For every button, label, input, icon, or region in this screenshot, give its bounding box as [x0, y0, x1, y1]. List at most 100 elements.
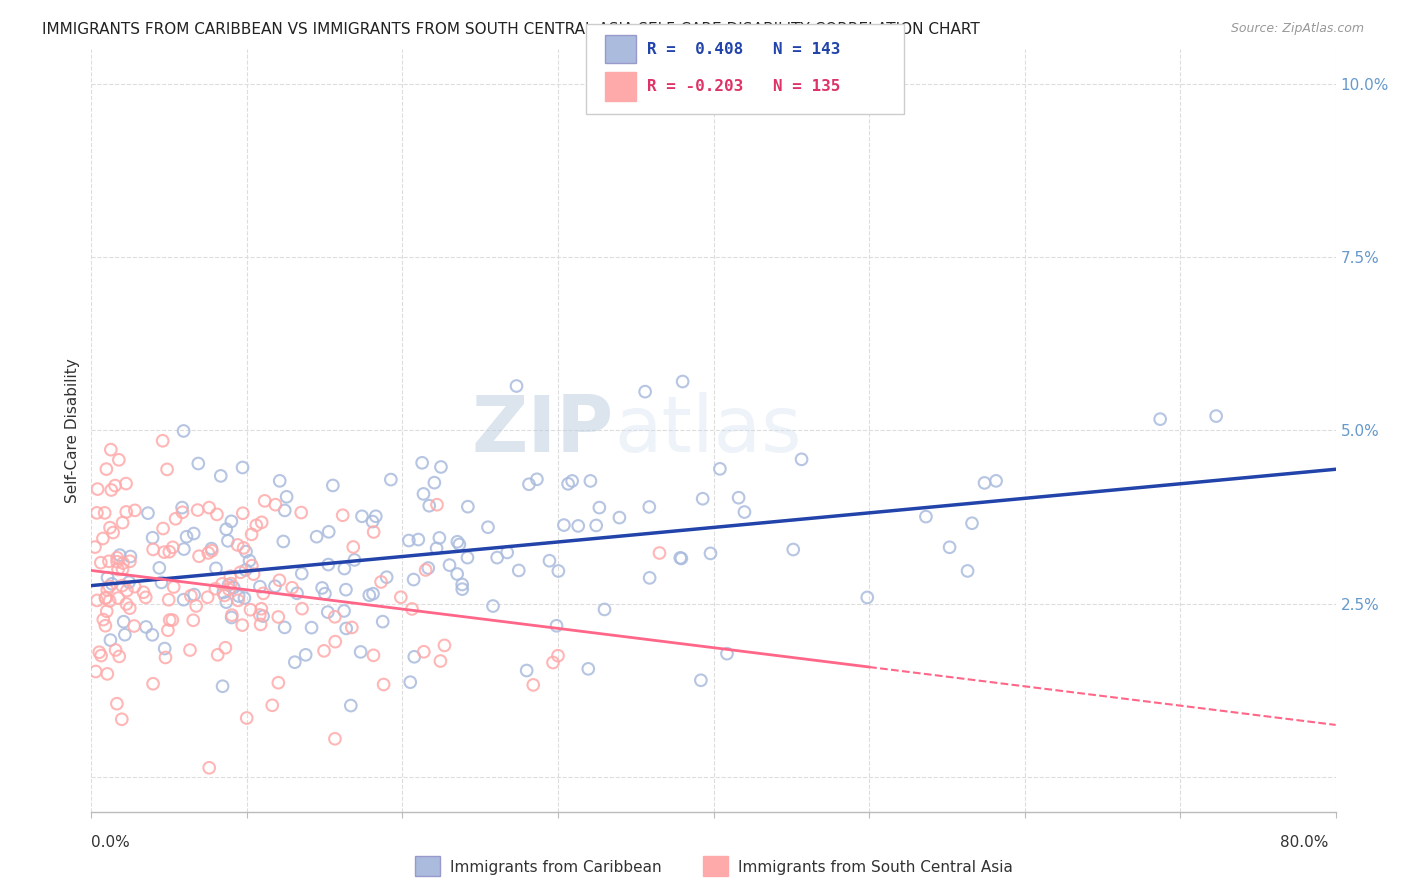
Text: N = 135: N = 135 [773, 79, 841, 94]
Point [132, 585, 155, 599]
Point [200, 541, 222, 556]
Point [218, 582, 240, 597]
Point [94, 618, 117, 632]
Point [516, 664, 538, 678]
Point [546, 619, 568, 633]
Point [100, 483, 122, 497]
Point [84, 665, 107, 679]
Point [412, 487, 434, 501]
Point [716, 647, 738, 661]
Point [984, 474, 1007, 488]
Point [264, 579, 287, 593]
Point [433, 639, 456, 653]
Point [412, 645, 434, 659]
Point [233, 591, 256, 605]
Point [505, 379, 527, 393]
Point [90, 556, 112, 570]
Point [398, 533, 420, 548]
Point [101, 576, 124, 591]
Point [135, 591, 157, 605]
Point [215, 522, 238, 536]
Point [105, 550, 128, 565]
Point [541, 656, 564, 670]
Point [915, 509, 938, 524]
Point [173, 424, 195, 438]
Point [547, 648, 569, 663]
Point [291, 566, 314, 581]
Point [648, 546, 671, 560]
Text: ZIP: ZIP [472, 392, 614, 468]
Point [1205, 409, 1227, 423]
Point [249, 617, 271, 632]
Point [104, 478, 127, 492]
Point [162, 541, 184, 555]
Point [699, 546, 721, 560]
Point [96, 582, 118, 597]
Point [226, 593, 249, 607]
Point [262, 698, 284, 713]
Point [89, 645, 111, 659]
Point [94, 591, 117, 605]
Point [172, 505, 194, 519]
Point [180, 589, 202, 603]
Point [692, 491, 714, 506]
Point [426, 541, 449, 556]
Point [111, 556, 134, 570]
Point [186, 599, 208, 613]
Point [152, 434, 174, 448]
Point [107, 591, 129, 605]
Point [411, 456, 433, 470]
Point [229, 566, 252, 580]
Point [214, 589, 236, 603]
Point [211, 577, 233, 591]
Point [111, 562, 134, 576]
Point [163, 580, 186, 594]
Point [112, 615, 135, 629]
Point [538, 554, 561, 568]
Point [105, 555, 128, 569]
Point [312, 644, 335, 658]
Point [267, 675, 290, 690]
Point [156, 462, 179, 476]
Point [305, 530, 328, 544]
Point [274, 503, 297, 517]
Text: IMMIGRANTS FROM CARIBBEAN VS IMMIGRANTS FROM SOUTH CENTRAL ASIA SELF-CARE DISABI: IMMIGRANTS FROM CARIBBEAN VS IMMIGRANTS … [42, 22, 980, 37]
Point [183, 588, 205, 602]
Point [162, 613, 184, 627]
Point [114, 628, 136, 642]
Point [418, 499, 440, 513]
Point [96, 604, 118, 618]
Point [173, 542, 195, 557]
Point [211, 679, 233, 693]
Text: 80.0%: 80.0% [1281, 836, 1329, 850]
Point [98, 579, 121, 593]
Point [111, 579, 134, 593]
Point [239, 603, 262, 617]
Point [252, 609, 274, 624]
Point [108, 452, 131, 467]
Point [449, 537, 471, 551]
Point [335, 622, 357, 636]
Point [107, 562, 129, 576]
Point [446, 566, 468, 581]
Point [938, 541, 960, 555]
Point [84, 540, 107, 554]
Point [340, 620, 363, 634]
Point [135, 620, 157, 634]
Point [218, 578, 240, 592]
Point [408, 533, 430, 547]
Point [221, 514, 243, 528]
Point [301, 621, 323, 635]
Point [240, 527, 263, 541]
Point [97, 554, 120, 568]
Point [221, 608, 243, 623]
Point [323, 731, 346, 746]
Point [733, 505, 755, 519]
Point [359, 588, 381, 602]
Point [588, 500, 610, 515]
Point [173, 592, 195, 607]
Point [198, 761, 221, 775]
Point [250, 516, 273, 530]
Point [579, 474, 602, 488]
Point [238, 554, 260, 568]
